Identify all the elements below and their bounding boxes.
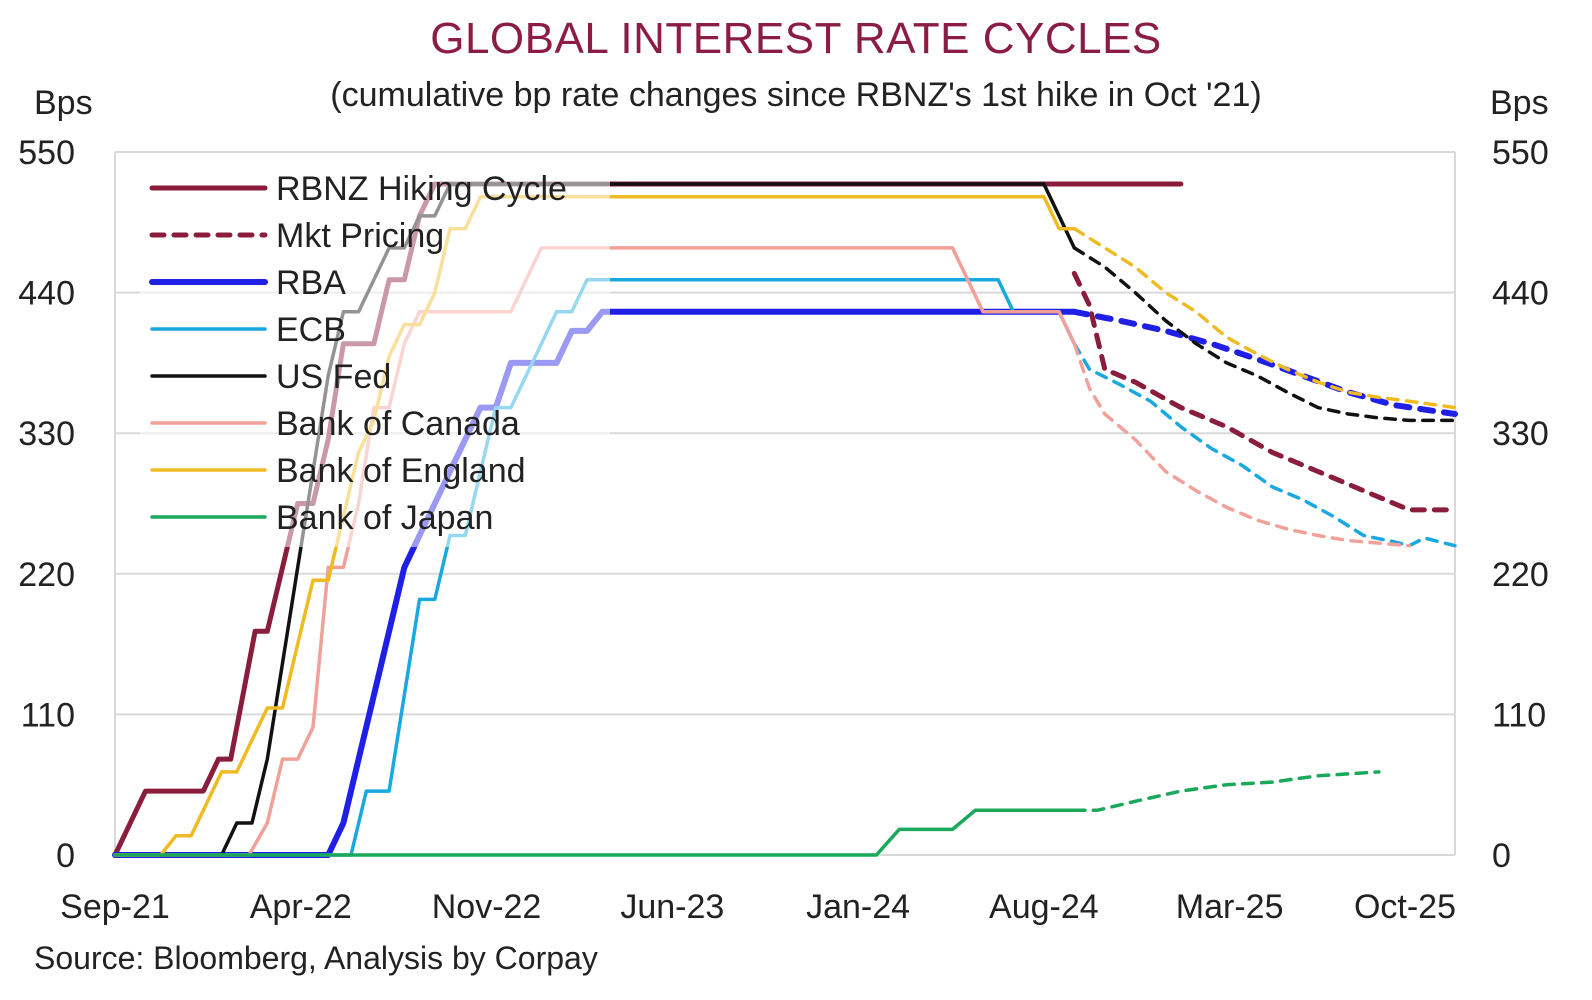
y-tick-right: 110 — [1492, 696, 1546, 734]
y-tick-right: 440 — [1492, 275, 1549, 313]
series-line-ecb-mkt-pricing — [1072, 341, 1457, 548]
y-tick-right: 550 — [1492, 134, 1549, 172]
right-axis-unit: Bps — [1490, 84, 1549, 122]
x-tick: Jan-24 — [806, 888, 910, 926]
x-tick: Oct-25 — [1354, 888, 1456, 926]
x-tick: Jun-23 — [620, 888, 724, 926]
source-note: Source: Bloomberg, Analysis by Corpay — [34, 940, 598, 976]
series-line-boj-mkt-pricing — [1072, 770, 1381, 813]
left-axis-unit: Bps — [34, 84, 93, 122]
series-line-boe-mkt-pricing — [1072, 226, 1457, 410]
legend-background — [140, 162, 610, 547]
chart-title: GLOBAL INTEREST RATE CYCLES — [430, 14, 1162, 63]
legend-label: Bank of Japan — [276, 499, 493, 537]
legend-label: Mkt Pricing — [276, 217, 444, 255]
y-tick-left: 550 — [18, 134, 75, 172]
y-tick-right: 330 — [1492, 415, 1549, 453]
x-tick: Apr-22 — [250, 888, 352, 926]
y-tick-left: 330 — [18, 415, 75, 453]
x-tick: Nov-22 — [432, 888, 542, 926]
legend-label: Bank of England — [276, 452, 526, 490]
y-tick-left: 440 — [18, 275, 75, 313]
y-tick-right: 0 — [1492, 837, 1511, 875]
legend-label: US Fed — [276, 358, 391, 396]
legend-label: ECB — [276, 311, 346, 349]
y-tick-right: 220 — [1492, 556, 1549, 594]
series-line-rba-mkt-pricing — [1071, 308, 1458, 417]
y-tick-left: 110 — [21, 696, 75, 734]
series-line-mkt-pricing-rbnz- — [1071, 270, 1458, 513]
axes: 0 0 110 110 220 220 330 330 440 440 550 550 Sep-21 Ap… — [18, 134, 1548, 926]
legend: RBNZ Hiking Cycle Mkt Pricing RBA ECB US Fed… — [140, 162, 610, 547]
x-tick: Aug-24 — [989, 888, 1099, 926]
series-line-bank-of-japan — [113, 808, 1077, 857]
x-tick: Sep-21 — [60, 888, 170, 926]
y-tick-left: 220 — [18, 556, 75, 594]
legend-label: Bank of Canada — [276, 405, 520, 443]
y-tick-left: 0 — [56, 837, 75, 875]
series-line-boc-mkt-pricing — [1072, 341, 1412, 548]
x-tick: Mar-25 — [1176, 888, 1284, 926]
chart-subtitle: (cumulative bp rate changes since RBNZ's… — [330, 76, 1262, 114]
series-line-fed-mkt-pricing — [1072, 246, 1457, 423]
legend-label: RBNZ Hiking Cycle — [276, 170, 567, 208]
legend-label: RBA — [276, 264, 346, 302]
